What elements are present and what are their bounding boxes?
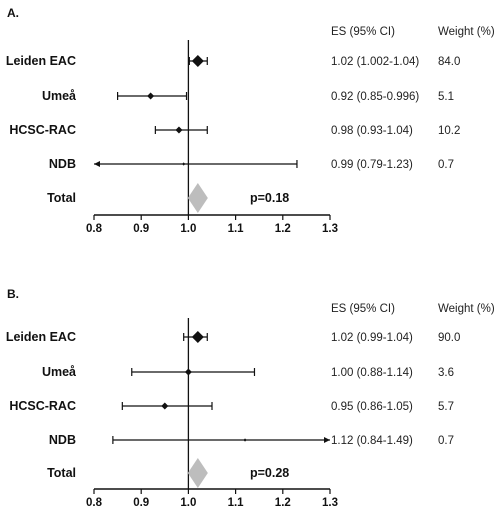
panel-b-ci-arrow-right	[324, 437, 330, 443]
panel-b-study-label: Umeå	[42, 365, 76, 379]
panel-a-point-estimate	[147, 92, 155, 100]
panel-b-study-label: HCSC-RAC	[9, 399, 76, 413]
panel-a-es-header: ES (95% CI)	[331, 26, 395, 38]
panel-a-x-tick-label: 0.9	[133, 223, 149, 235]
panel-a-study-label: HCSC-RAC	[9, 123, 76, 137]
panel-a-x-tick-label: 0.8	[86, 223, 103, 235]
panel-a-pvalue: p=0.18	[250, 191, 289, 205]
panel-a-es-ci-text: 0.98 (0.93-1.04)	[331, 125, 413, 137]
panel-b-x-tick-label: 1.2	[275, 497, 291, 509]
panel-b-es-ci-text: 1.02 (0.99-1.04)	[331, 332, 413, 344]
panel-b-x-tick-label: 0.8	[86, 497, 103, 509]
panel-a-pooled-diamond	[187, 183, 208, 213]
panel-a-study-label: Leiden EAC	[6, 54, 76, 68]
panel-b-point-estimate	[243, 438, 247, 442]
panel-a-study-label: NDB	[49, 157, 76, 171]
panel-a-es-ci-text: 0.99 (0.79-1.23)	[331, 159, 413, 171]
panel-b-x-tick-label: 1.0	[180, 497, 196, 509]
panel-a-x-tick-label: 1.0	[180, 223, 196, 235]
panel-b-study-label: Leiden EAC	[6, 330, 76, 344]
panel-a-weight-text: 0.7	[438, 159, 454, 171]
panel-b-study-label: NDB	[49, 433, 76, 447]
panel-b-es-ci-text: 0.95 (0.86-1.05)	[331, 401, 413, 413]
panel-b-weight-text: 3.6	[438, 367, 454, 379]
panel-b-point-estimate	[191, 331, 204, 343]
panel-b-total-label: Total	[47, 466, 76, 480]
panel-a-weight-text: 84.0	[438, 56, 460, 68]
panel-a-weight-header: Weight (%)	[438, 26, 495, 38]
panel-a-point-estimate	[191, 55, 204, 67]
panel-b-es-header: ES (95% CI)	[331, 303, 395, 315]
panel-b-weight-header: Weight (%)	[438, 303, 495, 315]
panel-b-x-tick-label: 1.3	[322, 497, 338, 509]
panel-a-es-ci-text: 0.92 (0.85-0.996)	[331, 91, 419, 103]
panel-a-x-tick-label: 1.2	[275, 223, 291, 235]
panel-a-point-estimate	[175, 126, 183, 134]
panel-a-x-tick-label: 1.3	[322, 223, 338, 235]
panel-a-ci-arrow-left	[94, 161, 100, 167]
panel-a-total-label: Total	[47, 191, 76, 205]
panel-a-label: A.	[7, 6, 19, 20]
panel-b-es-ci-text: 1.00 (0.88-1.14)	[331, 367, 413, 379]
panel-b-pvalue: p=0.28	[250, 466, 289, 480]
panel-b-point-estimate	[161, 402, 169, 410]
panel-a-x-tick-label: 1.1	[228, 223, 245, 235]
panel-b-x-tick-label: 0.9	[133, 497, 149, 509]
panel-b-pooled-diamond	[187, 458, 208, 488]
panel-b-es-ci-text: 1.12 (0.84-1.49)	[331, 435, 413, 447]
panel-b-weight-text: 0.7	[438, 435, 454, 447]
panel-b-point-estimate	[184, 368, 192, 376]
panel-a-weight-text: 10.2	[438, 125, 460, 137]
panel-b-label: B.	[7, 287, 19, 301]
panel-a-study-label: Umeå	[42, 89, 76, 103]
panel-b-weight-text: 90.0	[438, 332, 460, 344]
panel-b-x-tick-label: 1.1	[228, 497, 245, 509]
panel-a-point-estimate	[182, 162, 186, 166]
panel-a-weight-text: 5.1	[438, 91, 454, 103]
panel-b-weight-text: 5.7	[438, 401, 454, 413]
panel-a-es-ci-text: 1.02 (1.002-1.04)	[331, 56, 419, 68]
